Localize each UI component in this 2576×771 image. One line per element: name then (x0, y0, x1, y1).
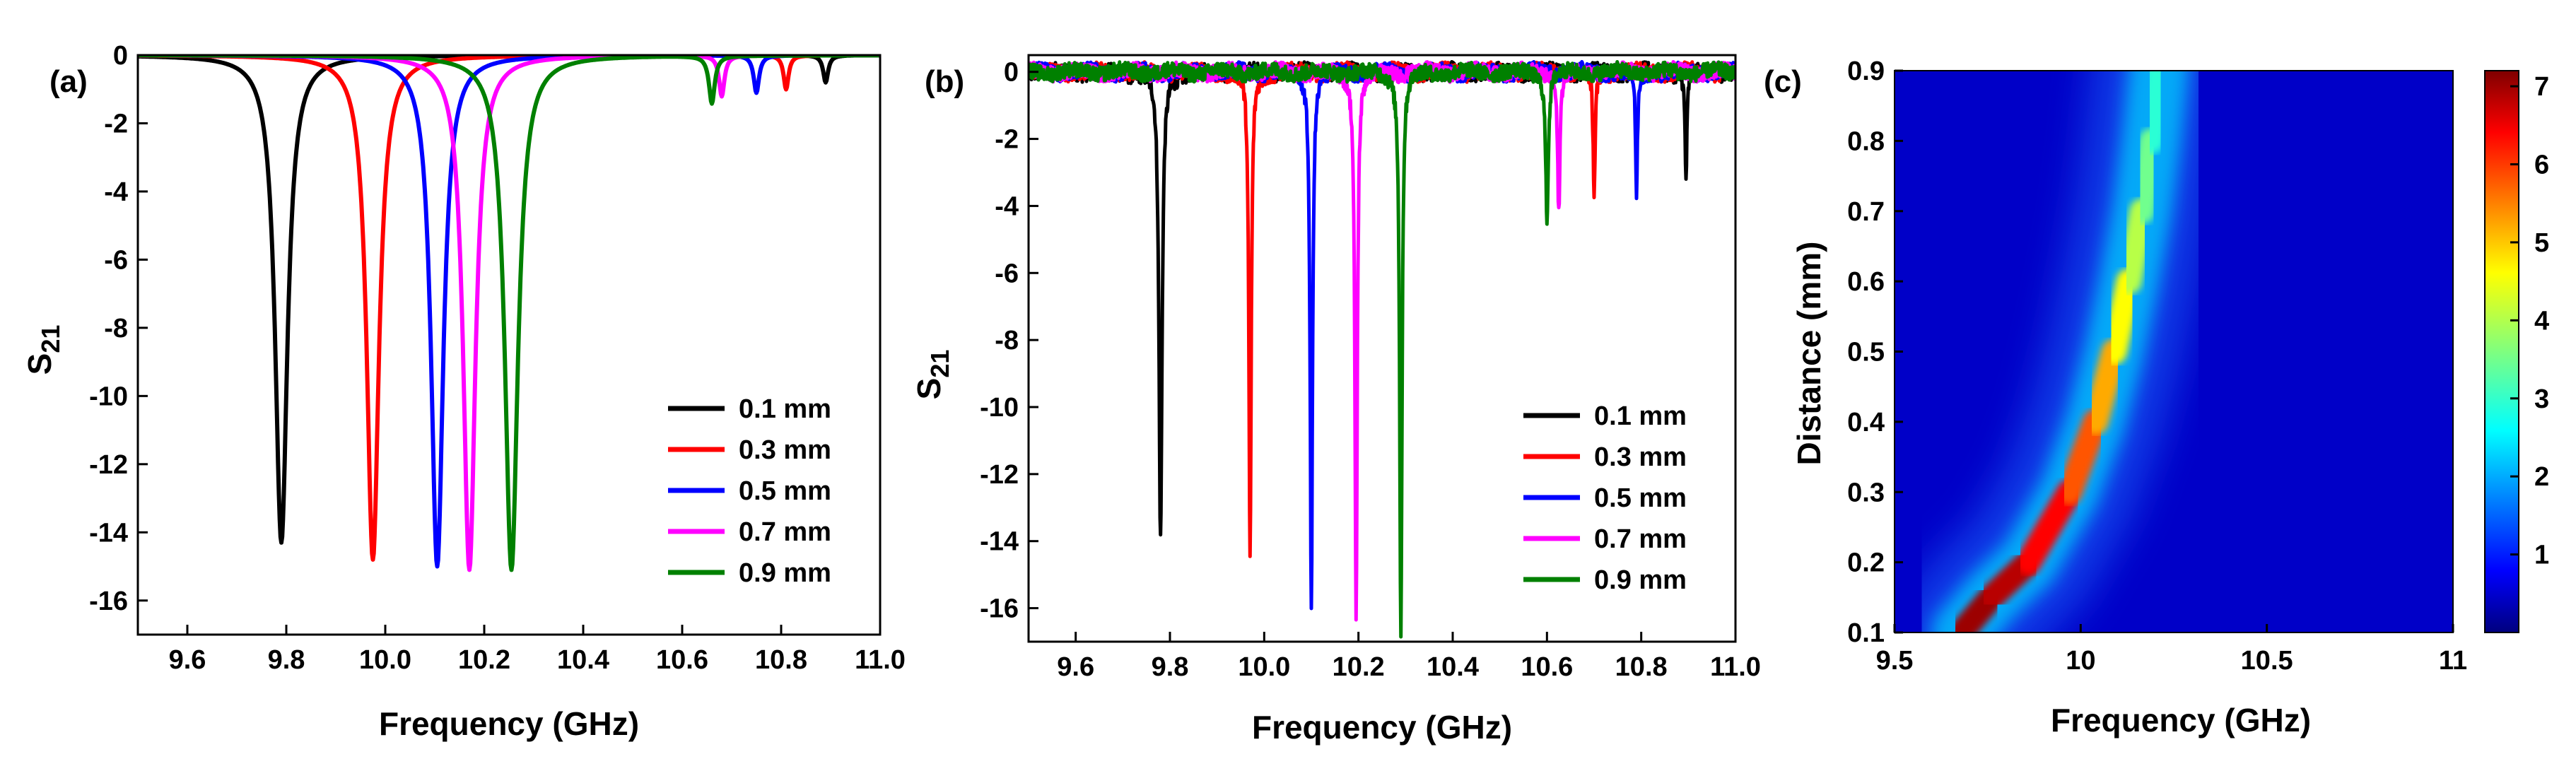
panel-b-frame (1027, 54, 1737, 643)
ridge-segment-main (2015, 479, 2083, 575)
x-tick-label: 9.6 (169, 645, 206, 675)
panel-b-axes: 9.6 9.8 10.0 10.2 10.4 10.6 10.8 11.0 0 -2 -4 -6 -8 -… (980, 58, 1761, 682)
y-tick-label: -12 (980, 460, 1019, 490)
legend-label: 0.9 mm (739, 558, 831, 588)
x-tick-label: 10.2 (1333, 652, 1385, 682)
y-tick-label: -12 (89, 450, 128, 480)
legend-label: 0.1 mm (739, 394, 831, 424)
legend-label: 0.5 mm (1594, 483, 1687, 513)
svg-text:S21: S21 (21, 325, 65, 375)
x-tick-label: 10.0 (359, 645, 411, 675)
y-tick-label: 0 (113, 41, 128, 71)
y-tick-label: -16 (980, 594, 1019, 624)
x-tick-label: 10.5 (2241, 646, 2293, 676)
colorbar-tick-label: 7 (2534, 72, 2549, 102)
y-tick-label: 0.6 (1847, 267, 1885, 297)
colorbar-tick-label: 2 (2534, 462, 2549, 492)
y-tick-label: -4 (104, 177, 128, 207)
x-tick-label: 9.6 (1057, 652, 1094, 682)
x-tick-label: 11 (2439, 646, 2467, 676)
panel-c-axes: 9.5 10 10.5 11 0.1 0.2 0.3 0.4 0.5 0.6 0.7 0.8 0.9 (1847, 57, 2467, 676)
panel-b-y-label-main: S (911, 378, 947, 400)
panel-c-heatmap (1895, 71, 2453, 632)
panel-c-y-axis-label: Distance (mm) (1791, 242, 1827, 466)
y-tick-label: 0.7 (1847, 197, 1885, 227)
legend-label: 0.1 mm (1594, 401, 1687, 431)
legend-label: 0.5 mm (739, 476, 831, 506)
x-tick-label: 11.0 (1710, 652, 1761, 682)
panel-a: (a) 9.6 9.8 10.0 10.2 10.4 10.6 10.8 11.0 0 -2 -4 -… (21, 41, 906, 742)
y-tick-label: -16 (89, 587, 128, 616)
y-tick-label: -4 (995, 192, 1019, 221)
x-tick-label: 10 (2066, 646, 2095, 676)
x-tick-label: 10.6 (656, 645, 708, 675)
y-tick-label: 0.2 (1847, 548, 1885, 578)
heatmap-ridge-layer (1948, 71, 2252, 632)
colorbar-tick-label: 3 (2534, 384, 2549, 414)
y-tick-label: 0.4 (1847, 408, 1885, 437)
panel-b-x-axis-label: Frequency (GHz) (1252, 709, 1512, 746)
legend-label: 0.7 mm (739, 517, 831, 547)
x-tick-label: 10.6 (1521, 652, 1573, 682)
panel-a-label: (a) (49, 64, 88, 99)
y-tick-label: -8 (995, 326, 1019, 355)
panel-b-label: (b) (925, 64, 964, 99)
y-tick-label: -14 (89, 518, 128, 548)
y-tick-label: -8 (104, 314, 128, 343)
panel-a-frame (136, 54, 882, 636)
series-line-0-9-mm (1029, 60, 1735, 639)
y-tick-label: -6 (995, 259, 1019, 288)
y-tick-label: 0.1 (1847, 618, 1885, 648)
ridge-segment-main (2138, 71, 2172, 154)
series-line-0-3-mm (1029, 60, 1735, 558)
colorbar-tick-label: 5 (2534, 228, 2549, 258)
panel-b-legend: 0.1 mm 0.3 mm 0.5 mm 0.7 mm 0.9 mm (1523, 401, 1687, 595)
svg-text:S21: S21 (911, 350, 954, 400)
colorbar-tick-label: 6 (2534, 151, 2549, 180)
x-tick-label: 10.0 (1238, 652, 1290, 682)
colorbar (2484, 70, 2519, 633)
x-tick-label: 10.8 (755, 645, 807, 675)
colorbar-ticks: 1 2 3 4 5 6 7 (2510, 72, 2549, 570)
colorbar-tick-label: 1 (2534, 541, 2549, 570)
legend-label: 0.7 mm (1594, 524, 1687, 554)
x-tick-label: 10.2 (458, 645, 510, 675)
x-tick-label: 9.8 (1152, 652, 1189, 682)
panel-c-x-axis-label: Frequency (GHz) (2051, 702, 2311, 738)
x-tick-label: 10.4 (1427, 652, 1479, 682)
x-tick-label: 9.5 (1876, 646, 1914, 676)
x-tick-label: 10.4 (557, 645, 609, 675)
legend-label: 0.9 mm (1594, 565, 1687, 595)
panel-a-legend: 0.1 mm 0.3 mm 0.5 mm 0.7 mm 0.9 mm (668, 394, 831, 588)
panel-c: (c) 9.5 10 10.5 11 0.1 0.2 0.3 0.4 0.5 0.6 0.7 0.8 0… (1764, 57, 2549, 738)
y-tick-label: -10 (980, 393, 1019, 423)
y-tick-label: 0.5 (1847, 338, 1885, 367)
panel-b-y-label-sub: 21 (925, 350, 954, 378)
x-tick-label: 11.0 (855, 645, 906, 675)
panel-a-y-label-main: S (21, 353, 58, 375)
panel-b: (b) 9.6 9.8 10.0 10.2 10.4 10.6 10.8 11.0 0 -2 -4 -… (911, 54, 1761, 746)
y-tick-label: -10 (89, 382, 128, 411)
panel-b-y-axis-label: S21 (911, 350, 954, 400)
panel-a-y-axis-label: S21 (21, 325, 65, 375)
y-tick-label: -2 (104, 109, 128, 139)
y-tick-label: -14 (980, 527, 1019, 557)
y-tick-label: 0 (1004, 58, 1019, 88)
x-tick-label: 10.8 (1615, 652, 1668, 682)
panel-a-axes: 9.6 9.8 10.0 10.2 10.4 10.6 10.8 11.0 0 -2 -4 -6 -8 -… (89, 41, 906, 675)
colorbar-tick-label: 4 (2534, 306, 2549, 336)
y-tick-label: 0.9 (1847, 57, 1885, 86)
y-tick-label: 0.8 (1847, 126, 1885, 156)
panel-a-y-label-sub: 21 (36, 325, 65, 353)
legend-label: 0.3 mm (739, 435, 831, 465)
y-tick-label: -6 (104, 245, 128, 275)
panel-a-x-axis-label: Frequency (GHz) (379, 705, 639, 742)
x-tick-label: 9.8 (268, 645, 305, 675)
y-tick-label: -2 (995, 125, 1019, 155)
y-tick-label: 0.3 (1847, 478, 1885, 507)
panel-c-label: (c) (1764, 64, 1802, 99)
legend-label: 0.3 mm (1594, 442, 1687, 472)
panel-b-plot-area (1029, 59, 1735, 639)
